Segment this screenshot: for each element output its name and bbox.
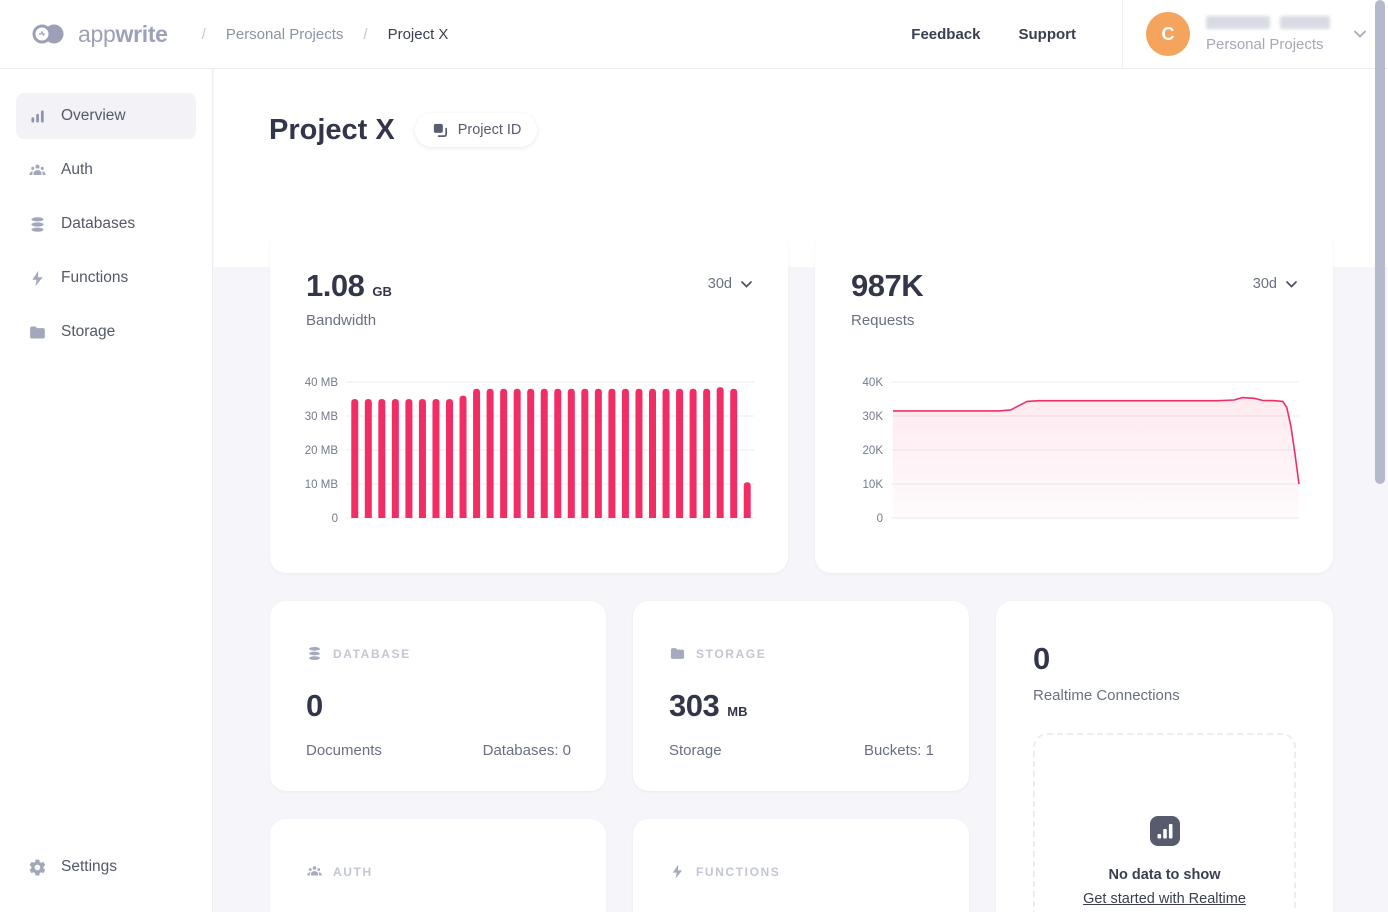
auth-card[interactable]: AUTH: [270, 819, 606, 912]
functions-card-title: FUNCTIONS: [696, 864, 781, 879]
folder-icon: [30, 325, 45, 339]
no-data-chart-icon: [1149, 816, 1180, 846]
project-id-badge-label: Project ID: [457, 122, 522, 138]
database-icon: [31, 216, 44, 232]
requests-value: 987K: [851, 268, 924, 303]
header-nav: Feedback Support: [911, 26, 1076, 43]
storage-card-title: STORAGE: [696, 646, 767, 661]
bandwidth-unit: GB: [372, 284, 392, 299]
sidebar-item-label: Functions: [61, 269, 129, 286]
sidebar-footer: Settings: [16, 844, 196, 890]
database-icon: [309, 647, 320, 660]
databases-count: Databases: 0: [482, 742, 571, 759]
realtime-connections-count: 0: [1033, 641, 1051, 676]
storage-label: Storage: [669, 742, 722, 759]
svg-text:10K: 10K: [863, 479, 884, 491]
get-started-realtime-link[interactable]: Get started with Realtime: [1083, 891, 1246, 907]
redacted-text-bar: [1206, 15, 1270, 29]
requests-chart: 0 10K 20K 30K 40K: [863, 377, 1300, 525]
realtime-empty-state: No data to show Get started with Realtim…: [1033, 733, 1296, 912]
breadcrumb-project-x: Project X: [387, 25, 449, 43]
realtime-connections-label: Realtime Connections: [1033, 687, 1180, 704]
bandwidth-label: Bandwidth: [306, 312, 377, 329]
realtime-card: 0 Realtime Connections No data to show G…: [996, 601, 1333, 912]
top-header: appwrite / Personal Projects / Project X…: [0, 0, 1388, 69]
auth-card-title: AUTH: [333, 864, 373, 879]
sidebar-item-storage[interactable]: Storage: [16, 309, 196, 355]
functions-card[interactable]: FUNCTIONS: [633, 819, 969, 912]
chevron-down-icon: [1286, 280, 1297, 288]
documents-count: 0: [306, 688, 323, 723]
sidebar-item-label: Overview: [61, 107, 126, 124]
sidebar-item-databases[interactable]: Databases: [16, 201, 196, 247]
storage-value: 303: [669, 688, 720, 723]
svg-text:0: 0: [332, 513, 338, 525]
chevron-down-icon: [1354, 30, 1366, 38]
bandwidth-card-header: 1.08 GB Bandwidth: [270, 230, 788, 329]
storage-unit: MB: [727, 704, 748, 719]
bandwidth-card: 1.08 GB Bandwidth 30d 0 10 MB 20 MB 30 MB 40…: [270, 230, 788, 573]
buckets-count: Buckets: 1: [863, 742, 934, 759]
breadcrumb: / Personal Projects / Project X: [202, 26, 449, 43]
redacted-account-name: [1206, 15, 1330, 29]
database-card-title: DATABASE: [333, 646, 411, 661]
svg-text:0: 0: [877, 513, 883, 525]
page-title: Project X: [269, 113, 395, 146]
account-org-label: Personal Projects: [1206, 35, 1324, 53]
sidebar-item-label: Storage: [61, 323, 116, 340]
bar-chart-icon: [31, 109, 44, 123]
svg-text:30K: 30K: [863, 411, 884, 423]
documents-label: Documents: [306, 742, 382, 759]
lightning-icon: [32, 270, 43, 286]
storage-card[interactable]: STORAGE 303 MB Storage Buckets: 1: [633, 601, 969, 791]
sidebar-item-label: Settings: [61, 858, 118, 875]
sidebar-item-functions[interactable]: Functions: [16, 255, 196, 301]
svg-text:20 MB: 20 MB: [305, 445, 339, 457]
sidebar-item-label: Databases: [61, 215, 136, 232]
sidebar-item-label: Auth: [61, 161, 93, 178]
project-id-badge[interactable]: Project ID: [414, 113, 538, 147]
svg-text:30 MB: 30 MB: [305, 411, 339, 423]
bandwidth-value: 1.08: [306, 268, 365, 303]
users-icon: [307, 866, 322, 876]
svg-text:10 MB: 10 MB: [305, 479, 339, 491]
svg-text:40K: 40K: [863, 377, 884, 389]
copy-icon: [433, 123, 447, 138]
requests-range-dropdown[interactable]: 30d: [1253, 276, 1297, 292]
users-icon: [29, 164, 46, 175]
support-link[interactable]: Support: [1018, 25, 1077, 43]
breadcrumb-separator: /: [363, 25, 368, 43]
requests-card: 987K Requests 30d 0 10K 20K 30K 40K: [815, 230, 1333, 573]
requests-card-header: 987K Requests: [815, 230, 1333, 329]
breadcrumb-personal-projects[interactable]: Personal Projects: [225, 25, 344, 43]
page-scrollbar[interactable]: [1375, 0, 1385, 484]
breadcrumb-separator: /: [201, 25, 206, 43]
bandwidth-chart: 0 10 MB 20 MB 30 MB 40 MB: [305, 377, 754, 525]
page-head: Project X Project ID: [269, 113, 538, 147]
main-content: Project X Project ID 1.08 GB Bandwidth 3…: [214, 69, 1388, 912]
feedback-link[interactable]: Feedback: [911, 25, 981, 43]
appwrite-logo-icon: [32, 24, 64, 44]
no-data-title: No data to show: [1108, 867, 1221, 883]
gear-icon: [29, 859, 46, 875]
bandwidth-range-dropdown[interactable]: 30d: [708, 276, 752, 292]
avatar: C: [1146, 12, 1190, 56]
account-text: Personal Projects: [1206, 15, 1330, 53]
appwrite-logo[interactable]: appwrite: [30, 21, 168, 48]
sidebar-nav: Overview Auth Databases Functions: [0, 69, 212, 355]
lightning-icon: [672, 864, 683, 879]
sidebar-item-auth[interactable]: Auth: [16, 147, 196, 193]
chevron-down-icon: [741, 280, 752, 288]
svg-text:40 MB: 40 MB: [305, 377, 339, 389]
database-card[interactable]: DATABASE 0 Documents Databases: 0: [270, 601, 606, 791]
svg-text:20K: 20K: [863, 445, 884, 457]
sidebar: Overview Auth Databases Functions: [0, 69, 213, 912]
sidebar-item-settings[interactable]: Settings: [16, 844, 196, 890]
requests-label: Requests: [851, 312, 915, 329]
sidebar-item-overview[interactable]: Overview: [16, 93, 196, 139]
appwrite-logo-text: appwrite: [78, 20, 168, 47]
folder-icon: [670, 648, 685, 659]
redacted-text-bar: [1280, 15, 1330, 29]
account-menu[interactable]: C Personal Projects: [1122, 0, 1388, 68]
